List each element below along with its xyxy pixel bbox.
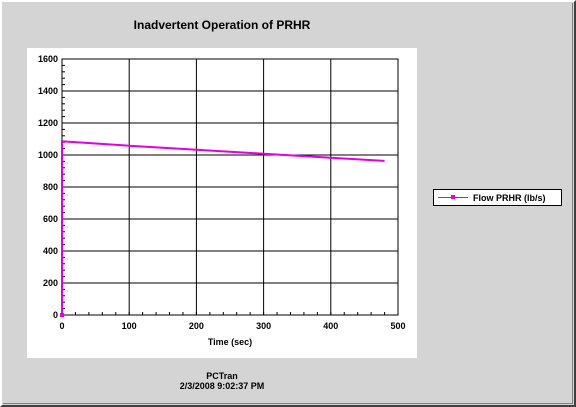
y-tick-label: 800 bbox=[43, 182, 58, 192]
y-tick-label: 1000 bbox=[38, 150, 58, 160]
y-tick-label: 1200 bbox=[38, 118, 58, 128]
y-tick-label: 600 bbox=[43, 214, 58, 224]
chart-title: Inadvertent Operation of PRHR bbox=[133, 18, 311, 32]
y-tick-label: 400 bbox=[43, 246, 58, 256]
plot-panel: 0 100 200 300 400 500 0 200 400 600 800 1000 1200 140… bbox=[27, 48, 417, 358]
x-tick-label: 200 bbox=[189, 321, 204, 331]
y-tick-label: 200 bbox=[43, 278, 58, 288]
chart-svg: 0 100 200 300 400 500 0 200 400 600 800 1000 1200 140… bbox=[38, 54, 406, 347]
x-tick-label: 500 bbox=[390, 321, 405, 331]
x-tick-label: 300 bbox=[256, 321, 271, 331]
y-tick-label: 0 bbox=[53, 310, 58, 320]
footer: PCTran 2/3/2008 9:02:37 PM bbox=[2, 371, 442, 391]
y-tick-label: 1600 bbox=[38, 54, 58, 64]
series-line bbox=[61, 140, 385, 315]
y-tick-label: 1400 bbox=[38, 86, 58, 96]
legend: Flow PRHR (lb/s) bbox=[433, 189, 562, 206]
legend-label: Flow PRHR (lb/s) bbox=[473, 192, 546, 203]
series-point bbox=[60, 313, 64, 317]
x-tick-label: 0 bbox=[59, 321, 64, 331]
x-tick-label: 100 bbox=[122, 321, 137, 331]
window-bevel bbox=[3, 3, 573, 404]
x-tick-label: 400 bbox=[323, 321, 338, 331]
footer-app-name: PCTran bbox=[206, 371, 238, 381]
x-axis-title: Time (sec) bbox=[208, 337, 252, 347]
legend-swatch bbox=[438, 193, 468, 202]
footer-timestamp: 2/3/2008 9:02:37 PM bbox=[179, 381, 265, 391]
